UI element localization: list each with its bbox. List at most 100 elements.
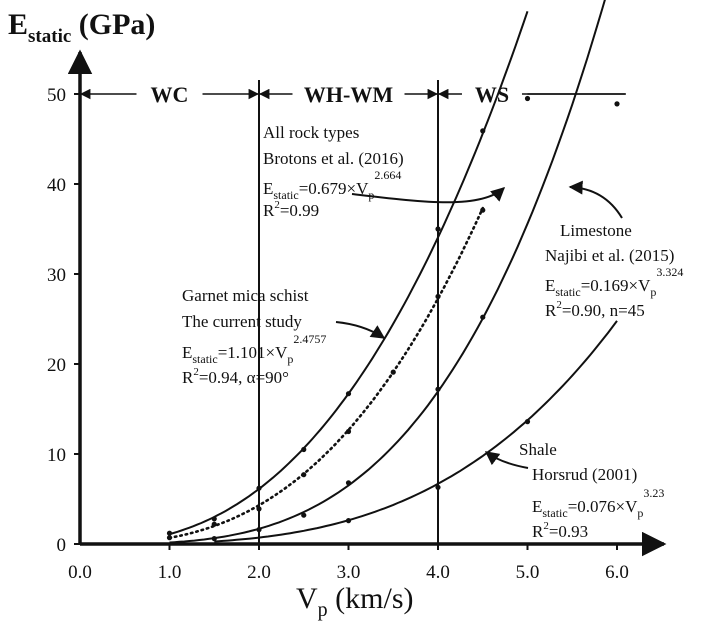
r2-sup: 2 bbox=[556, 299, 562, 311]
all-rock-label-line2: Brotons et al. (2016) bbox=[263, 149, 404, 168]
r2-rest: =0.93 bbox=[549, 522, 588, 541]
eq-sup: 2.664 bbox=[374, 168, 401, 182]
point-garnet bbox=[211, 521, 217, 527]
y-tick-label: 0 bbox=[57, 535, 67, 556]
y-axis-title: Estatic (GPa) bbox=[8, 8, 155, 47]
point-garnet bbox=[390, 369, 396, 375]
r2-r: R bbox=[532, 522, 544, 541]
point-all bbox=[301, 446, 307, 453]
annotation-shale: Shale Horsrud (2001) Estatic=0.076×Vp3.2… bbox=[484, 440, 664, 541]
axis-ticks: 0.0 1.0 2.0 3.0 4.0 5.0 6.0 0 10 20 30 40 50 bbox=[47, 85, 629, 583]
y-tick-label: 10 bbox=[47, 445, 66, 466]
eq-sub: static bbox=[192, 352, 217, 366]
zone-label: WC bbox=[151, 82, 189, 107]
r2-sup: 2 bbox=[543, 520, 549, 532]
annotation-all-rock-types: All rock types Brotons et al. (2016) Est… bbox=[263, 123, 506, 220]
data-points bbox=[166, 95, 620, 542]
x-tick-label: 3.0 bbox=[337, 562, 361, 583]
y-tick-label: 50 bbox=[47, 85, 66, 106]
garnet-r2: R2=0.94, α=90° bbox=[182, 366, 289, 387]
x-axis-title: Vp (km/s) bbox=[296, 582, 414, 621]
zone-label: WS bbox=[475, 82, 509, 107]
point-limestone bbox=[345, 480, 352, 486]
annotation-limestone: Limestone Najibi et al. (2015) Estatic=0… bbox=[545, 180, 683, 320]
x-axis-title-sub: p bbox=[318, 599, 328, 621]
point-shale bbox=[435, 484, 441, 490]
curve-all bbox=[168, 206, 485, 540]
point-shale bbox=[524, 419, 531, 425]
limestone-r2: R2=0.90, n=45 bbox=[545, 299, 645, 320]
point-garnet bbox=[480, 207, 486, 213]
point-all bbox=[345, 391, 352, 397]
x-tick-label: 6.0 bbox=[605, 562, 629, 583]
annotation-garnet: Garnet mica schist The current study Est… bbox=[182, 286, 386, 387]
r2-r: R bbox=[263, 201, 275, 220]
eq-sup: 3.324 bbox=[656, 265, 683, 279]
r2-r: R bbox=[182, 368, 194, 387]
eq-lhs: E bbox=[182, 343, 192, 362]
curve-limestone bbox=[169, 0, 606, 544]
point-shale bbox=[345, 518, 352, 524]
y-tick-label: 40 bbox=[47, 175, 66, 196]
eq-mid: =1.101×V bbox=[218, 343, 288, 362]
eq-mid: =0.076×V bbox=[568, 497, 638, 516]
r2-r: R bbox=[545, 301, 557, 320]
eq-lhs: E bbox=[263, 179, 273, 198]
y-tick-label: 20 bbox=[47, 355, 66, 376]
shale-label-line1: Shale bbox=[519, 440, 557, 459]
eq-sup: 2.4757 bbox=[293, 332, 326, 346]
shale-r2: R2=0.93 bbox=[532, 520, 588, 541]
point-limestone bbox=[256, 527, 262, 533]
point-all bbox=[435, 226, 441, 232]
shale-label-line2: Horsrud (2001) bbox=[532, 465, 637, 484]
point-garnet bbox=[256, 506, 262, 512]
limestone-label-line1: Limestone bbox=[560, 221, 632, 240]
r2-sup: 2 bbox=[274, 199, 280, 211]
shale-pointer-arrow bbox=[484, 451, 529, 469]
point-all bbox=[211, 516, 217, 522]
point-garnet bbox=[166, 535, 173, 541]
point-garnet bbox=[435, 293, 441, 300]
x-tick-label: 0.0 bbox=[68, 562, 92, 583]
point-limestone bbox=[614, 101, 620, 107]
point-all bbox=[256, 485, 262, 491]
point-limestone bbox=[480, 314, 486, 320]
x-tick-label: 4.0 bbox=[426, 562, 450, 583]
x-tick-label: 2.0 bbox=[247, 562, 271, 583]
x-tick-label: 1.0 bbox=[158, 562, 182, 583]
eq-sub2: p bbox=[287, 352, 293, 366]
all-rock-equation: Estatic=0.679×Vp2.664 bbox=[263, 168, 401, 202]
eq-sub2: p bbox=[637, 506, 643, 520]
r2-rest: =0.90, n=45 bbox=[562, 301, 645, 320]
y-tick-label: 30 bbox=[47, 265, 66, 286]
eq-sub: static bbox=[542, 506, 567, 520]
garnet-pointer-arrow bbox=[335, 321, 386, 339]
limestone-label-line2: Najibi et al. (2015) bbox=[545, 246, 674, 265]
y-axis-title-rest: (GPa) bbox=[71, 8, 155, 41]
eq-lhs: E bbox=[532, 497, 542, 516]
eq-sup: 3.23 bbox=[643, 486, 664, 500]
eq-mid: =0.679×V bbox=[299, 179, 369, 198]
zone-bands: WC WH-WM WS bbox=[79, 80, 626, 544]
r2-rest: =0.99 bbox=[280, 201, 319, 220]
eq-sub: static bbox=[555, 285, 580, 299]
eq-sub2: p bbox=[650, 285, 656, 299]
r2-rest: =0.94, α=90° bbox=[199, 368, 289, 387]
eq-mid: =0.169×V bbox=[581, 276, 651, 295]
y-axis-title-sub: static bbox=[28, 26, 71, 47]
zone-label: WH-WM bbox=[304, 82, 393, 107]
point-all bbox=[480, 128, 486, 134]
regression-curves bbox=[168, 0, 618, 544]
all-rock-label-line1: All rock types bbox=[263, 123, 359, 142]
garnet-equation: Estatic=1.101×Vp2.4757 bbox=[182, 332, 326, 366]
point-limestone bbox=[301, 512, 307, 518]
eq-lhs: E bbox=[545, 276, 555, 295]
garnet-label-line1: Garnet mica schist bbox=[182, 286, 309, 305]
limestone-equation: Estatic=0.169×Vp3.324 bbox=[545, 265, 683, 299]
garnet-label-line2: The current study bbox=[182, 312, 302, 331]
point-limestone bbox=[211, 536, 217, 542]
x-axis-title-main: V bbox=[296, 582, 318, 615]
r2-sup: 2 bbox=[193, 366, 199, 378]
y-axis-title-main: E bbox=[8, 8, 28, 41]
